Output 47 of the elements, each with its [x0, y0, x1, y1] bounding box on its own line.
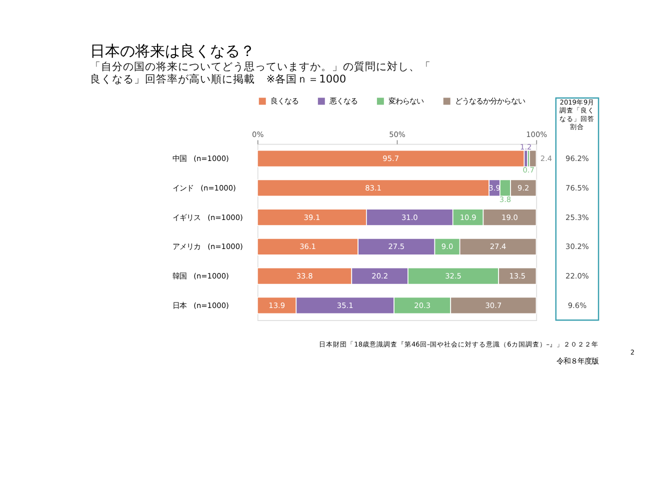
text: 9.6%	[568, 300, 587, 310]
data-label: 13.9	[268, 300, 286, 310]
bar	[257, 150, 525, 168]
data-label: 2.4	[540, 154, 552, 164]
data-label: 35.1	[336, 300, 354, 310]
text: 25.3%	[566, 212, 589, 222]
text: 96.2%	[566, 154, 589, 164]
legend-label: 悪くなる	[328, 96, 358, 106]
legend-label: 変わらない	[388, 96, 424, 106]
y-tick-label: イギリス (n=1000)	[172, 212, 244, 222]
data-label: 9.2	[518, 183, 530, 192]
legend-label: どうなるか分からない	[455, 96, 526, 106]
data-label: 30.7	[485, 300, 502, 310]
y-tick-label: 日本 (n=1000)	[172, 300, 230, 310]
data-label: 3.8	[499, 194, 512, 204]
x-tick-label: 100%	[526, 130, 548, 139]
x-tick-label: 50%	[389, 130, 406, 139]
y-tick-label: インド (n=1000)	[172, 183, 236, 192]
data-label: 1.2	[520, 142, 532, 152]
y-tick-label: 韓国 (n=1000)	[172, 272, 230, 281]
text: 令和８年度版	[556, 356, 599, 366]
data-label: 27.5	[388, 242, 405, 252]
x-tick-label: 0%	[252, 130, 264, 139]
data-label: 20.3	[414, 300, 431, 310]
data-label: 9.0	[441, 242, 454, 252]
text: 22.0%	[566, 272, 589, 281]
y-tick-label: 中国 (n=1000)	[172, 154, 230, 164]
data-label: 31.0	[401, 212, 418, 222]
bar	[529, 150, 537, 168]
data-label: 33.8	[296, 272, 314, 281]
data-label: 19.0	[502, 212, 518, 222]
data-label: 20.2	[372, 272, 388, 281]
chart-title: 日本の将来は良くなる？	[90, 43, 256, 60]
data-label: 27.4	[490, 242, 507, 252]
legend-label: 良くなる	[270, 96, 299, 106]
data-label: 0.7	[522, 166, 535, 175]
data-label: 83.1	[365, 183, 382, 192]
data-label: 10.9	[460, 212, 477, 222]
text: 30.2%	[566, 242, 589, 252]
data-label: 36.1	[300, 242, 316, 252]
data-label: 95.7	[382, 154, 400, 164]
chart-subtitle: 「自分の国の将来についてどう思っていますか。」の質問に対し、「良くなる」回答率が高い順に掲載 ※各国ｎ＝1000	[90, 60, 432, 86]
y-tick-label: アメリカ (n=1000)	[172, 242, 244, 252]
data-label: 13.5	[509, 272, 526, 281]
data-label: 39.1	[304, 212, 320, 222]
data-label: 32.5	[445, 272, 462, 281]
text: 76.5%	[566, 183, 589, 192]
